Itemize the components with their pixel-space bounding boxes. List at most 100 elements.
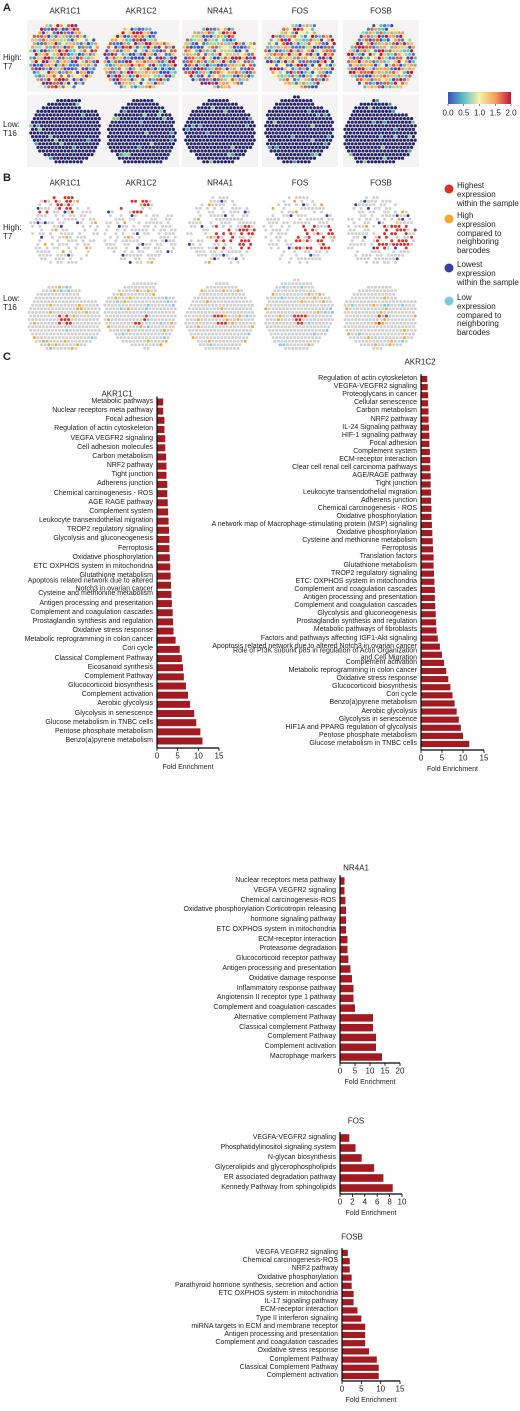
- tissue-spot: [307, 124, 311, 128]
- tissue-spot: [94, 138, 98, 142]
- tissue-spot: [67, 113, 71, 117]
- tissue-spot: [29, 328, 33, 332]
- tissue-spot: [275, 49, 279, 53]
- tissue-spot: [402, 250, 406, 254]
- tissue-spot: [191, 63, 195, 67]
- tissue-spot: [329, 42, 333, 46]
- tissue-spot: [77, 325, 81, 329]
- tissue-spot: [384, 124, 388, 128]
- tissue-spot: [50, 321, 54, 325]
- tissue-spot: [318, 117, 322, 121]
- tissue-spot: [41, 38, 46, 42]
- tissue-spot: [56, 239, 60, 243]
- tissue-spot: [269, 217, 273, 221]
- tissue-spot: [213, 78, 217, 82]
- tissue-spot: [232, 45, 236, 49]
- tissue-spot: [52, 325, 56, 329]
- tissue-spot: [83, 343, 87, 347]
- tissue-spot: [243, 318, 247, 322]
- tissue-spot: [375, 310, 379, 314]
- tissue-spot: [81, 127, 85, 131]
- tissue-spot: [381, 153, 385, 157]
- tissue-spot: [92, 232, 96, 236]
- tissue-spot: [294, 239, 298, 243]
- tissue-spot: [117, 296, 121, 300]
- tissue-spot: [291, 113, 295, 117]
- tissue-spot: [352, 63, 356, 67]
- tissue-spot: [240, 120, 244, 124]
- tissue-spot: [249, 314, 253, 318]
- tissue-spot: [327, 217, 331, 221]
- tissue-spot: [67, 246, 71, 250]
- tissue-spot: [250, 45, 254, 49]
- tissue-spot: [289, 117, 293, 121]
- tissue-spot: [238, 117, 242, 121]
- tissue-spot: [61, 109, 65, 113]
- tissue-spot: [50, 27, 55, 31]
- tissue-spot: [243, 52, 247, 57]
- tissue-spot: [88, 325, 92, 329]
- tissue-spot: [381, 49, 385, 53]
- tissue-spot: [36, 250, 40, 254]
- tissue-spot: [85, 45, 89, 49]
- tissue-spot: [311, 138, 315, 142]
- tissue-spot: [365, 60, 369, 64]
- tissue-spot: [404, 149, 408, 153]
- tissue-spot: [173, 56, 177, 60]
- tissue-spot: [311, 153, 315, 157]
- tissue-spot: [41, 253, 45, 257]
- tissue-spot: [245, 124, 249, 128]
- tissue-spot: [291, 24, 295, 28]
- tissue-spot: [381, 78, 385, 82]
- tissue-spot: [390, 289, 394, 293]
- tissue-spot: [72, 102, 76, 106]
- tissue-spot: [303, 206, 307, 210]
- tissue-spot: [375, 135, 379, 139]
- tissue-spot: [119, 145, 123, 149]
- tissue-spot: [350, 246, 354, 250]
- tissue-spot: [49, 253, 53, 257]
- tissue-spot: [83, 34, 87, 39]
- tissue-spot: [231, 314, 235, 318]
- tissue-spot: [144, 228, 148, 232]
- tissue-spot: [318, 153, 322, 157]
- tissue-spot: [79, 63, 83, 67]
- tissue-spot: [125, 253, 129, 257]
- tissue-spot: [59, 113, 64, 117]
- tissue-spot: [79, 42, 83, 46]
- tissue-spot: [386, 289, 390, 293]
- tissue-spot: [298, 318, 302, 322]
- tissue-spot: [157, 52, 161, 57]
- tissue-spot: [357, 135, 361, 139]
- tissue-spot: [213, 336, 217, 340]
- tissue-spot: [401, 156, 405, 160]
- tissue-spot: [114, 149, 118, 153]
- tissue-spot: [47, 199, 51, 203]
- tissue-spot: [63, 45, 67, 49]
- tissue-spot: [365, 106, 369, 110]
- tissue-spot: [195, 336, 199, 340]
- tissue-spot: [275, 292, 279, 296]
- tissue-spot: [278, 70, 282, 74]
- tissue-spot: [321, 328, 325, 332]
- tissue-spot: [144, 285, 148, 289]
- tissue-spot: [232, 120, 236, 124]
- tissue-spot: [88, 127, 92, 131]
- tissue-spot: [352, 242, 356, 246]
- tissue-spot: [249, 124, 253, 128]
- tissue-spot: [43, 70, 47, 74]
- tissue-spot: [79, 300, 83, 304]
- tissue-spot: [284, 38, 288, 42]
- tissue-spot: [107, 310, 111, 314]
- tissue-spot: [152, 257, 156, 261]
- tissue-spot: [365, 260, 369, 264]
- tissue-spot: [241, 336, 245, 340]
- tissue-spot: [356, 300, 360, 304]
- tissue-spot: [386, 81, 390, 85]
- tissue-spot: [247, 74, 251, 78]
- tissue-spot: [377, 78, 381, 82]
- tissue-spot: [155, 56, 159, 60]
- tissue-spot: [150, 106, 154, 110]
- tissue-spot: [49, 67, 53, 71]
- tissue-spot: [146, 60, 150, 64]
